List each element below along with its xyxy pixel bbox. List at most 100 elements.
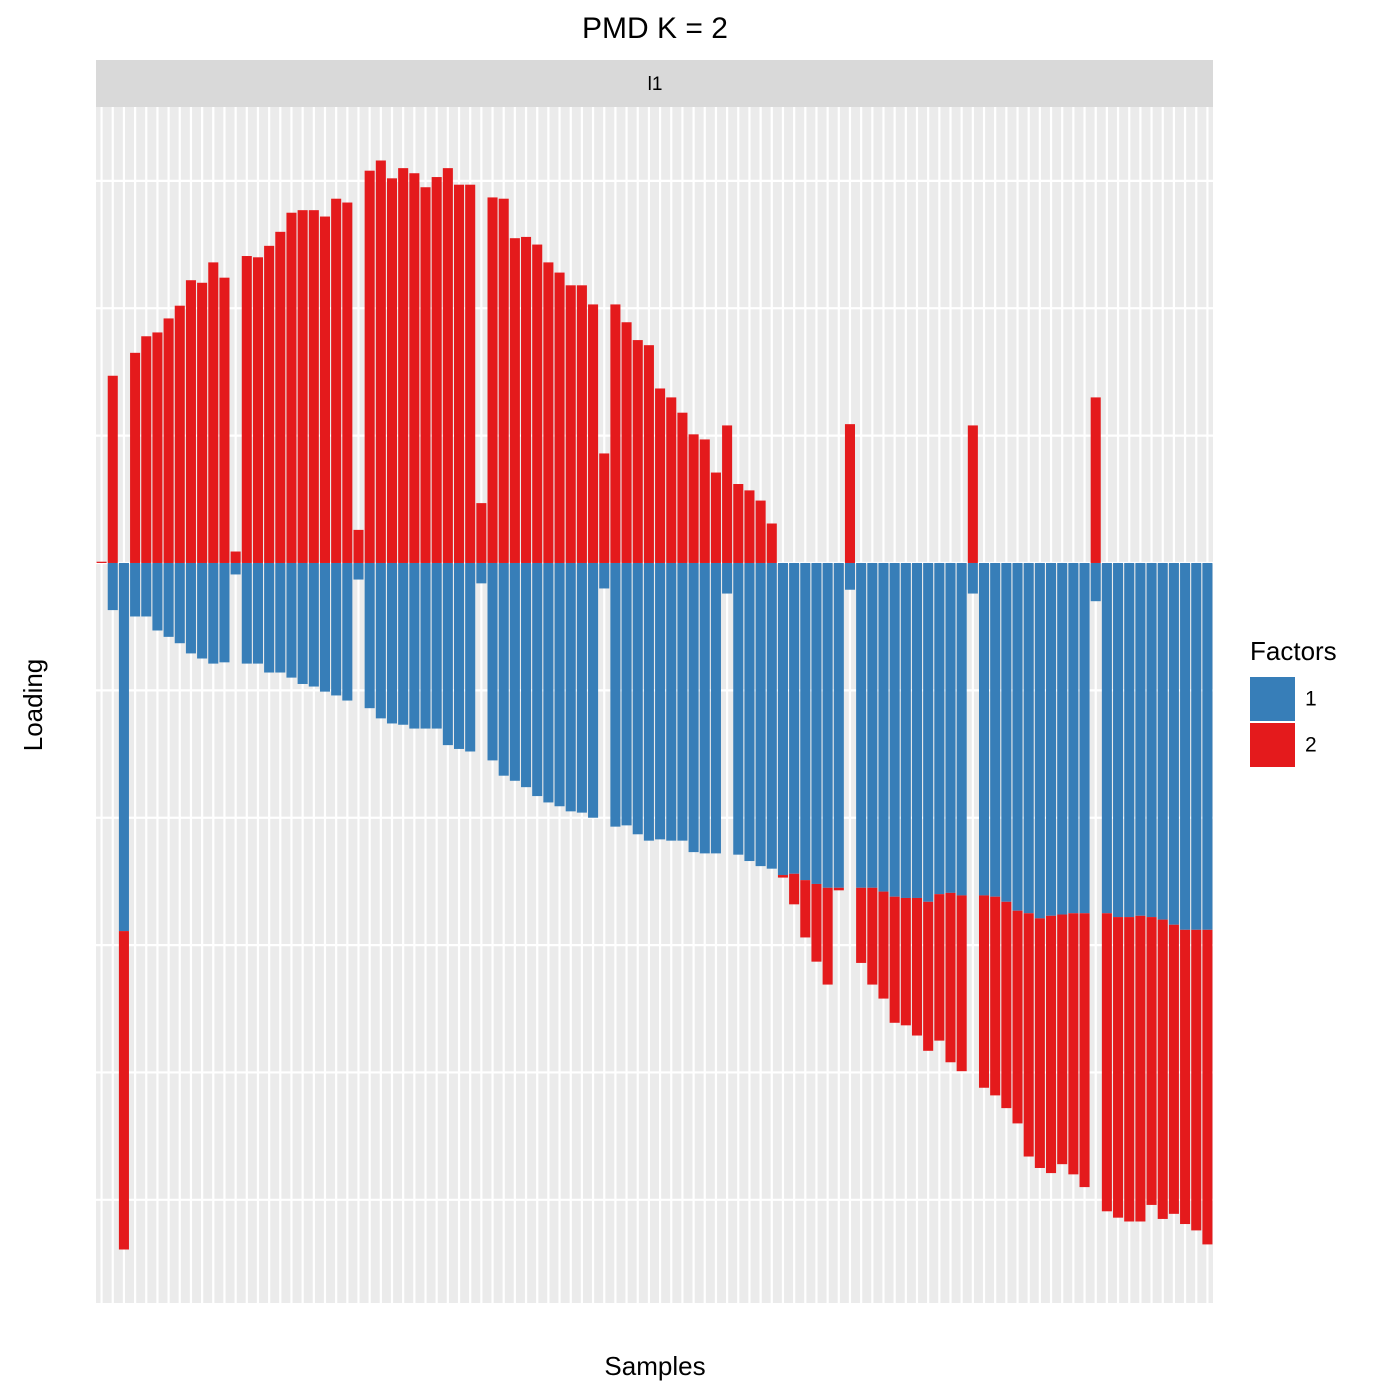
chart-title: PMD K = 2 xyxy=(582,12,728,45)
bar xyxy=(990,562,1001,897)
bar xyxy=(375,562,386,719)
bar xyxy=(543,262,554,563)
bar xyxy=(465,562,476,752)
bar xyxy=(666,562,677,841)
bar xyxy=(777,562,788,876)
bar xyxy=(1079,562,1090,914)
legend-key xyxy=(1250,723,1295,767)
bar xyxy=(208,562,219,664)
x-axis-title: Samples xyxy=(604,1351,705,1381)
bar xyxy=(319,216,331,563)
bar xyxy=(722,562,733,594)
bar xyxy=(755,562,766,867)
bar xyxy=(565,285,576,563)
bar xyxy=(1001,562,1012,902)
bar xyxy=(554,272,565,563)
bar xyxy=(934,562,945,895)
bar xyxy=(465,184,476,563)
bar xyxy=(107,562,118,611)
bar xyxy=(1034,562,1045,919)
bar xyxy=(442,562,453,746)
bar xyxy=(1057,562,1068,915)
bar xyxy=(856,562,867,888)
bar xyxy=(945,892,956,1063)
bar xyxy=(1191,562,1202,930)
bar xyxy=(833,562,844,888)
bar xyxy=(331,562,342,696)
bar xyxy=(1157,562,1168,920)
bar xyxy=(554,562,565,807)
bar xyxy=(777,875,788,878)
bar xyxy=(1090,397,1101,563)
bar xyxy=(844,424,856,563)
facet-label: l1 xyxy=(648,74,663,95)
bar xyxy=(967,425,978,563)
bar xyxy=(1191,929,1202,1231)
bar xyxy=(431,177,442,563)
bar xyxy=(1046,562,1057,916)
bar xyxy=(386,562,398,724)
bar xyxy=(219,277,230,563)
bar xyxy=(364,170,375,563)
bar xyxy=(141,336,152,563)
bar xyxy=(208,262,219,563)
bar xyxy=(1124,562,1135,918)
bar xyxy=(476,503,487,563)
legend-label: 1 xyxy=(1305,688,1317,711)
bar xyxy=(1113,917,1124,1218)
bar xyxy=(453,562,465,749)
bar xyxy=(911,562,923,898)
bar xyxy=(174,562,185,644)
bar xyxy=(241,562,252,664)
bar xyxy=(710,562,721,854)
bar xyxy=(375,160,386,563)
bar xyxy=(286,212,297,563)
bar xyxy=(1168,924,1179,1214)
bar xyxy=(275,231,286,563)
bar xyxy=(297,562,308,684)
bar xyxy=(409,173,420,563)
bar xyxy=(353,529,364,563)
bar xyxy=(822,562,833,888)
bar xyxy=(744,562,755,862)
bar xyxy=(978,895,990,1088)
bar xyxy=(956,895,967,1072)
bar xyxy=(655,562,666,840)
bar xyxy=(677,562,688,841)
bar xyxy=(1001,901,1012,1109)
bar xyxy=(141,562,152,617)
bar xyxy=(420,562,431,729)
bar xyxy=(1157,919,1168,1219)
bar xyxy=(409,562,420,729)
bar xyxy=(331,198,342,563)
bar xyxy=(733,562,744,855)
bar xyxy=(699,439,710,563)
bar xyxy=(867,887,878,985)
bar xyxy=(431,562,442,729)
bar xyxy=(1068,913,1079,1175)
bar xyxy=(621,322,632,563)
bar xyxy=(1079,913,1090,1188)
bar xyxy=(219,562,230,663)
bar xyxy=(453,184,465,563)
legend-label: 2 xyxy=(1305,734,1317,757)
bar xyxy=(1135,562,1146,916)
bar xyxy=(130,352,141,563)
bar xyxy=(442,168,453,563)
bar xyxy=(621,562,632,826)
bar xyxy=(476,562,487,584)
bar xyxy=(1146,562,1157,918)
bar xyxy=(498,562,509,776)
bar xyxy=(822,887,833,985)
bar xyxy=(978,562,990,896)
bar xyxy=(766,562,777,869)
bar xyxy=(900,562,911,898)
bar xyxy=(230,562,241,575)
bar xyxy=(800,880,811,938)
panel xyxy=(96,107,1213,1303)
bar xyxy=(945,562,956,893)
bar xyxy=(543,562,554,803)
bar xyxy=(152,332,163,563)
bar xyxy=(308,210,319,563)
